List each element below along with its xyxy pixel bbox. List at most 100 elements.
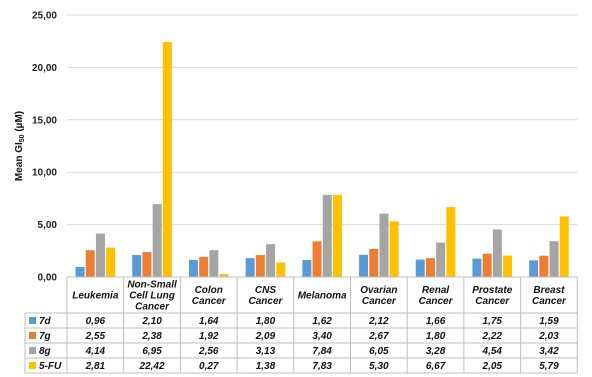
- bar-5-FU-7: [503, 255, 513, 277]
- bar-8g-1: [152, 204, 162, 277]
- bar-7d-1: [132, 254, 142, 277]
- bar-8g-4: [322, 194, 332, 277]
- bar-7d-2: [188, 259, 198, 277]
- data-label: 6,95: [142, 346, 162, 357]
- data-label: 1,80: [256, 316, 276, 327]
- bar-8g-7: [492, 229, 502, 277]
- data-label: 2,12: [368, 316, 389, 327]
- bar-7d-5: [359, 254, 369, 277]
- y-axis-label-main: Mean GI: [14, 142, 25, 181]
- bar-5-FU-3: [276, 262, 286, 277]
- legend-key-7g: [29, 332, 36, 339]
- bar-7g-6: [425, 258, 435, 277]
- category-label: Ovarian: [360, 285, 397, 296]
- bar-7d-3: [245, 258, 255, 277]
- data-label: 2,81: [85, 361, 106, 372]
- data-label: 3,42: [539, 346, 559, 357]
- bar-8g-3: [266, 244, 276, 277]
- bar-5-FU-4: [332, 194, 342, 277]
- y-tick-label: 20,00: [32, 63, 57, 74]
- bar-7g-2: [199, 256, 209, 277]
- bar-5-FU-1: [162, 42, 172, 278]
- bar-5-FU-2: [219, 274, 229, 277]
- bar-8g-5: [379, 213, 389, 277]
- category-label: Colon: [195, 285, 223, 296]
- category-label: Non-Small: [127, 280, 177, 291]
- data-label: 2,67: [368, 331, 389, 342]
- legend-key-5-FU: [29, 362, 36, 369]
- data-label: 2,56: [198, 346, 219, 357]
- category-label: Cancer: [419, 296, 454, 307]
- data-label: 1,75: [483, 316, 503, 327]
- bar-7d-6: [415, 259, 425, 277]
- bar-7d-8: [529, 260, 539, 277]
- bar-5-FU-8: [559, 216, 569, 277]
- data-label: 7,84: [312, 346, 332, 357]
- y-tick-label: 25,00: [32, 11, 57, 22]
- bar-5-FU-5: [389, 221, 399, 277]
- legend-key-8g: [29, 347, 36, 354]
- category-label: CNS: [255, 285, 276, 296]
- category-label: Cell Lung: [129, 291, 175, 302]
- y-tick-label: 5,00: [38, 220, 58, 231]
- data-label: 3,40: [312, 331, 332, 342]
- data-label: 6,05: [369, 346, 389, 357]
- data-label: 1,80: [426, 331, 446, 342]
- bar-7g-3: [255, 255, 265, 277]
- y-tick-label: 15,00: [32, 115, 57, 126]
- data-label: 3,13: [256, 346, 276, 357]
- series-name: 5-FU: [39, 361, 62, 372]
- data-label: 22,42: [139, 361, 165, 372]
- data-label: 2,55: [85, 331, 106, 342]
- category-label: Cancer: [248, 296, 283, 307]
- data-label: 6,67: [426, 361, 446, 372]
- bar-5-FU-0: [106, 247, 116, 277]
- y-axis-label-subscript: 50: [19, 134, 26, 142]
- bar-7g-0: [85, 250, 95, 277]
- bar-8g-8: [549, 241, 559, 277]
- data-label: 2,38: [141, 331, 162, 342]
- y-tick-label: 0,00: [38, 273, 58, 284]
- category-label: Breast: [533, 285, 565, 296]
- data-label: 7,83: [312, 361, 332, 372]
- y-axis-label: Mean GI50 (µM): [14, 111, 26, 181]
- category-label: Cancer: [135, 302, 170, 313]
- category-label: Leukemia: [72, 291, 119, 302]
- data-label: 2,03: [538, 331, 559, 342]
- data-label: 2,22: [482, 331, 503, 342]
- series-name: 8g: [39, 346, 51, 357]
- data-label: 2,10: [141, 316, 162, 327]
- series-name: 7g: [39, 331, 51, 342]
- category-label: Prostate: [472, 285, 512, 296]
- data-label: 1,66: [426, 316, 446, 327]
- bar-8g-0: [95, 233, 105, 277]
- data-label: 4,14: [85, 346, 106, 357]
- bar-7g-8: [539, 255, 549, 277]
- bar-7g-1: [142, 252, 152, 277]
- data-label: 0,27: [199, 361, 219, 372]
- data-label: 2,09: [255, 331, 276, 342]
- data-label: 5,30: [369, 361, 389, 372]
- data-label: 2,05: [482, 361, 503, 372]
- bar-7g-4: [312, 241, 322, 277]
- bar-7g-7: [482, 253, 492, 277]
- y-axis-label-unit: (µM): [14, 111, 25, 135]
- bar-8g-2: [209, 250, 219, 277]
- data-label: 3,28: [426, 346, 446, 357]
- data-label: 4,54: [482, 346, 503, 357]
- data-label: 1,92: [199, 331, 219, 342]
- legend-key-7d: [29, 317, 36, 324]
- y-tick-label: 10,00: [32, 168, 57, 179]
- bar-5-FU-6: [446, 207, 456, 277]
- category-label: Cancer: [362, 296, 397, 307]
- data-label: 1,62: [312, 316, 332, 327]
- data-label: 0,96: [86, 316, 106, 327]
- bar-7g-5: [369, 249, 379, 277]
- series-name: 7d: [39, 316, 52, 327]
- category-label: Cancer: [192, 296, 227, 307]
- category-label: Renal: [422, 285, 449, 296]
- category-label: Cancer: [532, 296, 567, 307]
- bar-8g-6: [436, 242, 446, 277]
